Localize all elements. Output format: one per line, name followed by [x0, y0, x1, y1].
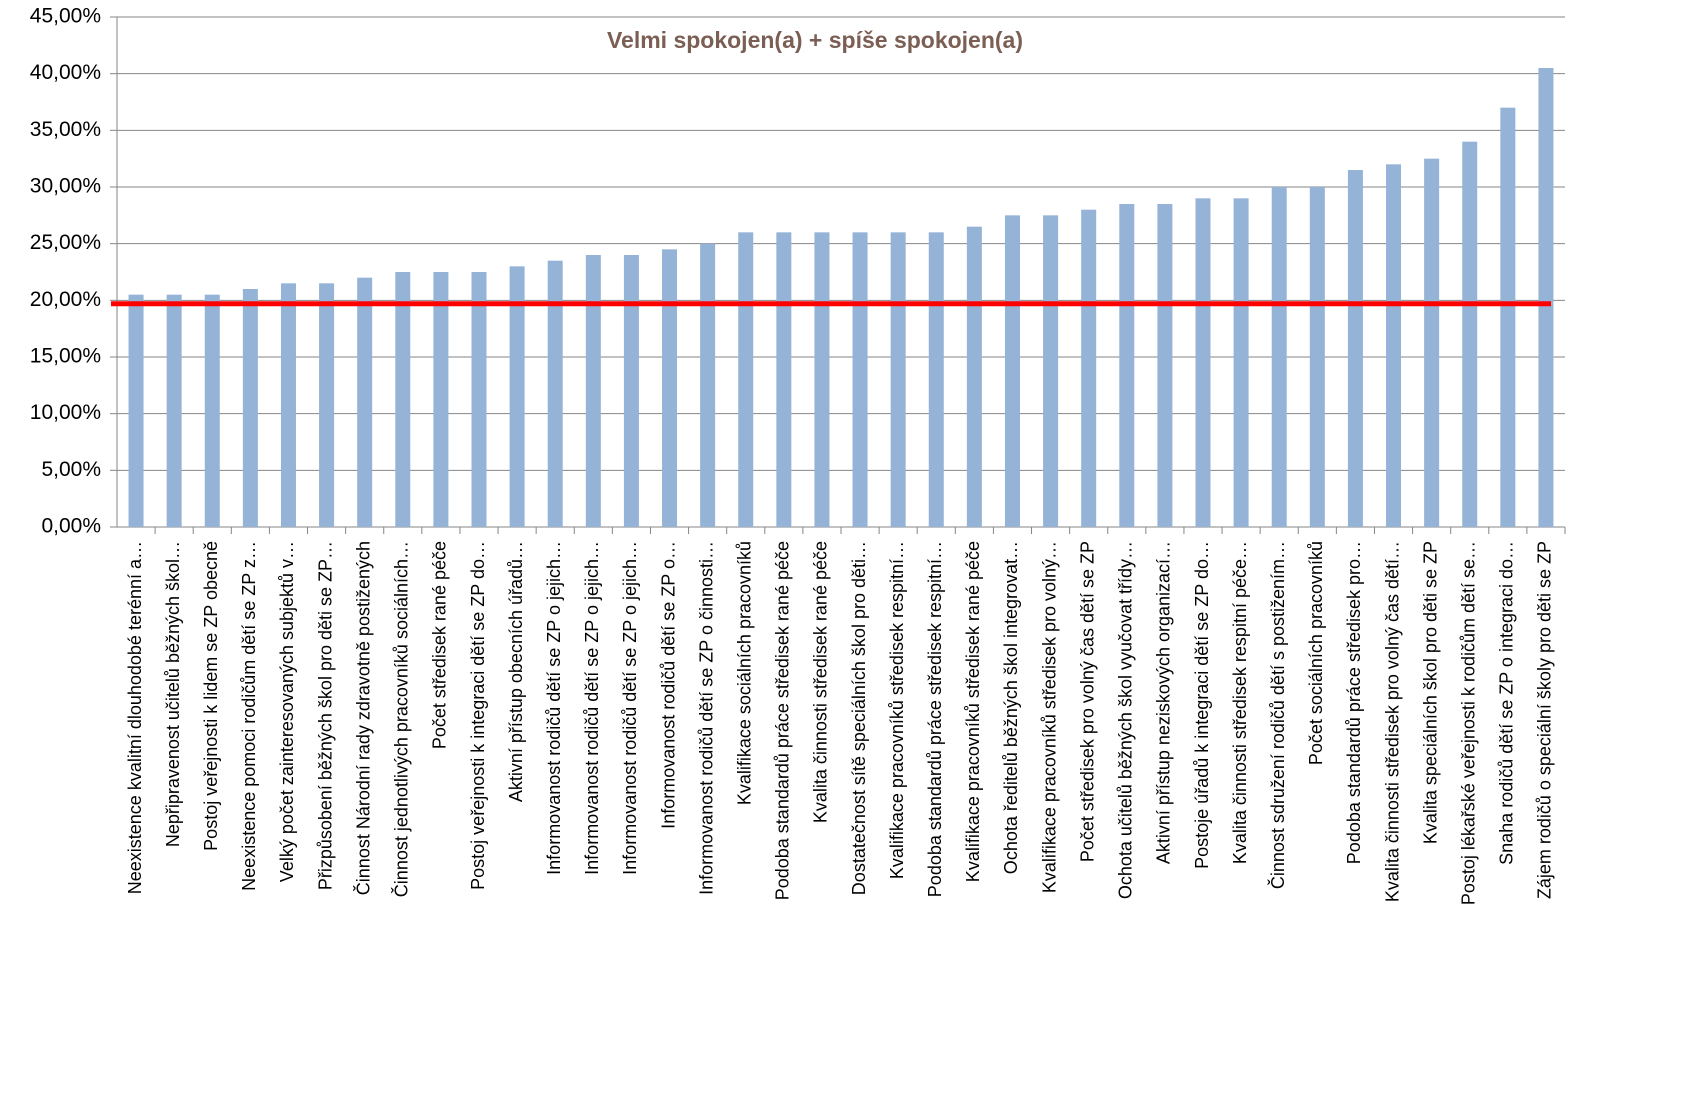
bar — [700, 243, 716, 527]
x-tick-label: Informovanost rodičů dětí se ZP o činnos… — [696, 541, 716, 895]
bar — [471, 272, 487, 527]
bar — [1157, 204, 1173, 527]
bar — [509, 266, 525, 527]
bar — [890, 232, 906, 528]
bar — [166, 294, 182, 527]
bar — [585, 255, 601, 527]
x-tick-label: Neexistence kvalitní dlouhodobé terénní … — [125, 541, 145, 894]
x-tick-label: Činnost jednotlivých pracovníků sociální… — [391, 541, 412, 897]
bar — [1233, 198, 1249, 528]
bar — [1347, 170, 1363, 527]
bar — [357, 277, 373, 527]
bar — [1195, 198, 1211, 528]
bar — [852, 232, 868, 528]
x-tick-label: Kvalifikace sociálních pracovníků — [734, 541, 754, 805]
x-tick-label: Činnost sdružení rodičů dětí s postižení… — [1267, 541, 1288, 889]
x-tick-label: Podoba standardů práce středisek rané pé… — [773, 541, 793, 900]
y-tick-label: 45,00% — [30, 5, 101, 28]
x-tick-label: Informovanost rodičů dětí se ZP o jejich… — [544, 541, 564, 875]
x-tick-label: Zájem rodičů o speciální školy pro děti … — [1535, 541, 1555, 899]
y-tick-label: 20,00% — [30, 288, 101, 311]
bar — [1500, 107, 1516, 528]
x-tick-label: Kvalifikace pracovníků středisek pro vol… — [1039, 541, 1059, 893]
x-tick-label: Počet sociálních pracovníků — [1306, 541, 1326, 765]
x-tick-label: Informovanost rodičů dětí se ZP o… — [658, 541, 678, 829]
bar — [623, 255, 639, 527]
x-tick-label: Počet středisek rané péče — [430, 541, 450, 749]
bar — [814, 232, 830, 528]
x-tick-label: Přizpůsobení běžných škol pro děti se ZP… — [315, 541, 335, 890]
bar — [319, 283, 335, 527]
y-tick-label: 25,00% — [30, 231, 101, 254]
x-tick-label: Velký počet zainteresovaných subjektů v… — [277, 541, 297, 882]
x-tick-label: Podoba standardů práce středisek pro… — [1344, 541, 1364, 864]
y-tick-label: 0,00% — [41, 515, 101, 538]
x-tick-label: Informovanost rodičů dětí se ZP o jejich… — [620, 541, 640, 875]
bar — [776, 232, 792, 528]
y-tick-label: 35,00% — [30, 118, 101, 141]
x-tick-label: Postoje úřadů k integraci dětí se ZP do… — [1192, 541, 1212, 869]
bar — [1119, 204, 1135, 527]
bar — [928, 232, 944, 528]
bar — [242, 289, 258, 527]
x-tick-label: Postoj veřejnosti k integraci dětí se ZP… — [468, 541, 488, 890]
x-tick-label: Nepřipravenost učitelů běžných škol… — [163, 541, 183, 847]
bar — [1043, 215, 1059, 528]
bar — [204, 294, 220, 527]
bar — [395, 272, 411, 527]
bar — [1004, 215, 1020, 528]
y-tick-label: 10,00% — [30, 401, 101, 424]
bar — [1271, 187, 1287, 527]
x-tick-label: Kvalita činnosti středisek pro volný čas… — [1382, 541, 1402, 902]
bar — [547, 260, 563, 527]
x-tick-label: Postoj veřejnosti k lidem se ZP obecně — [201, 541, 221, 851]
x-tick-label: Kvalita speciálních škol pro děti se ZP — [1420, 541, 1440, 844]
x-tick-label: Dostatečnost sítě speciálních škol pro d… — [849, 541, 869, 895]
bar — [966, 226, 982, 527]
x-tick-label: Informovanost rodičů dětí se ZP o jejich… — [582, 541, 602, 875]
x-tick-label: Počet středisek pro volný čas dětí se ZP — [1077, 541, 1097, 862]
bar — [1424, 158, 1440, 527]
bar — [128, 294, 144, 527]
x-tick-label: Ochota ředitelů běžných škol integrovat… — [1001, 541, 1021, 874]
x-tick-label: Postoj lékařské veřejnosti k rodičům dět… — [1458, 541, 1478, 905]
x-tick-label: Kvalifikace pracovníků středisek respitn… — [887, 541, 907, 879]
x-tick-label: Kvalifikace pracovníků středisek rané pé… — [963, 541, 983, 882]
x-tick-label: Aktivní přístup neziskových organizací… — [1154, 541, 1174, 864]
bar — [1081, 209, 1097, 527]
x-tick-label: Podoba standardů práce středisek respitn… — [925, 541, 945, 897]
chart-title: Velmi spokojen(a) + spíše spokojen(a) — [607, 27, 1023, 53]
x-tick-label: Snaha rodičů dětí se ZP o integraci do… — [1497, 541, 1517, 865]
bar — [280, 283, 296, 527]
bar — [1309, 187, 1325, 527]
bar — [1386, 164, 1402, 528]
x-tick-label: Činnost Národní rady zdravotně postižený… — [352, 541, 373, 895]
y-tick-label: 30,00% — [30, 175, 101, 198]
x-tick-label: Kvalita činnosti středisek rané péče — [811, 541, 831, 823]
y-tick-label: 15,00% — [30, 345, 101, 368]
x-tick-label: Aktivní přístup obecních úřadů… — [506, 541, 526, 802]
bar — [1462, 141, 1478, 527]
y-tick-label: 5,00% — [41, 458, 101, 481]
bar — [738, 232, 754, 528]
x-tick-label: Neexistence pomoci rodičům dětí se ZP z… — [239, 541, 259, 891]
x-tick-label: Ochota učitelů běžných škol vyučovat tří… — [1116, 541, 1136, 899]
bar — [662, 249, 678, 528]
x-tick-label: Kvalita činnosti středisek respitní péče… — [1230, 541, 1250, 864]
bar — [1538, 68, 1554, 527]
bar — [433, 272, 449, 527]
y-tick-label: 40,00% — [30, 61, 101, 84]
